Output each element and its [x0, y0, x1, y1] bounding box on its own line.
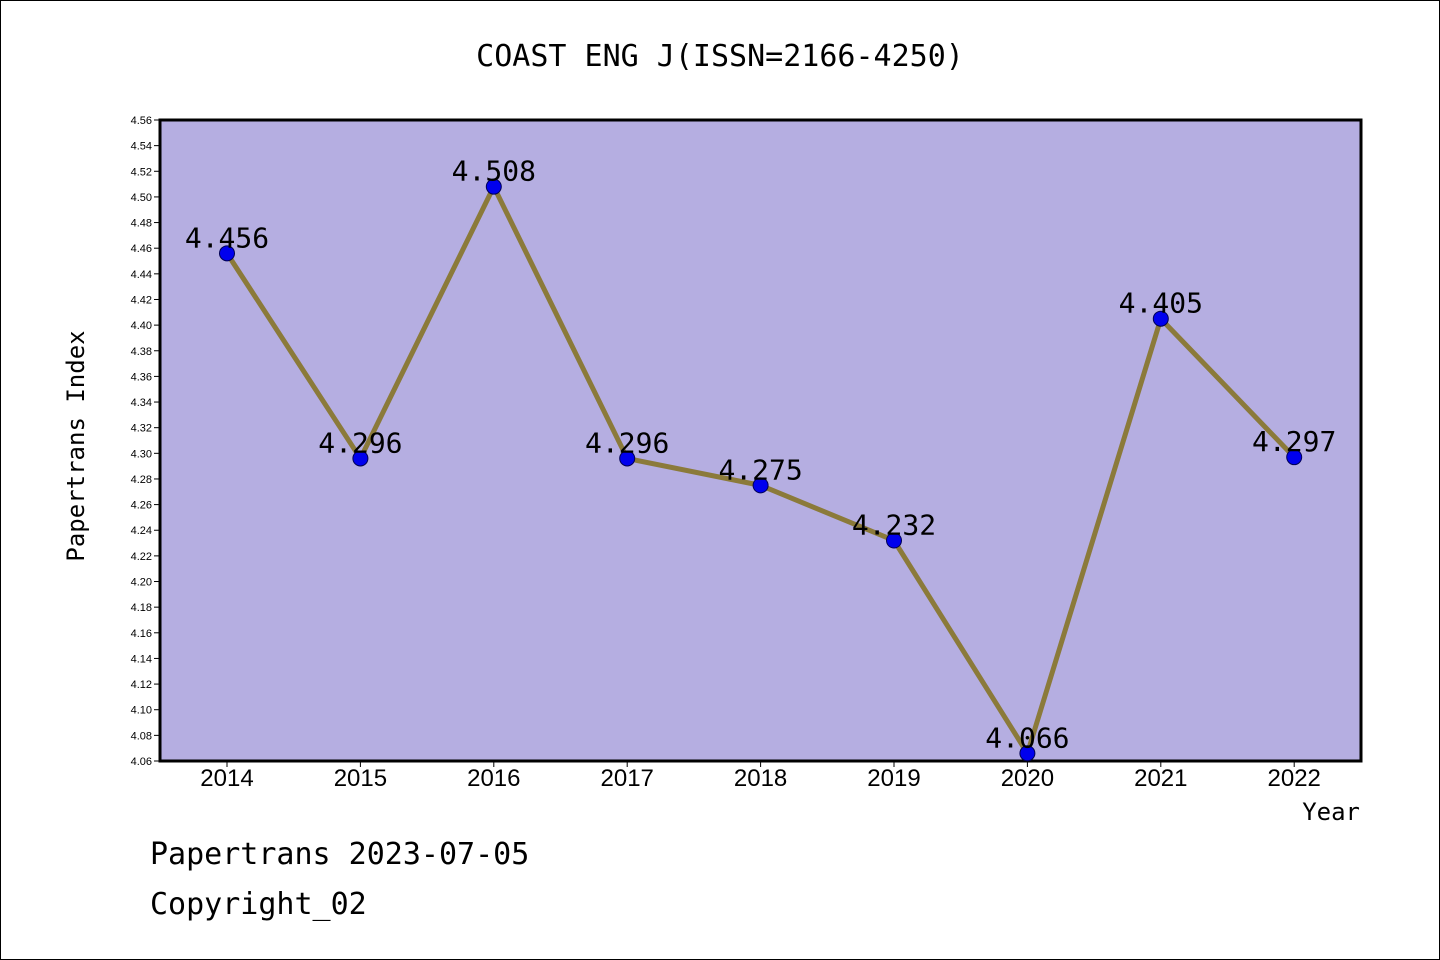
data-point [485, 178, 502, 195]
series-group [219, 178, 1303, 762]
x-tick-label: 2014 [200, 765, 253, 792]
y-tick-label: 4.50 [131, 192, 152, 204]
data-label: 4.296 [318, 426, 402, 459]
y-tick-label: 4.46 [131, 243, 152, 255]
data-label: 4.296 [585, 426, 669, 459]
y-tick-label: 4.54 [131, 141, 152, 153]
y-tick-label: 4.30 [131, 448, 152, 460]
y-tick-label: 4.38 [131, 346, 152, 358]
data-point [1286, 449, 1303, 466]
y-tick-label: 4.42 [131, 294, 152, 306]
y-tick-label: 4.22 [131, 551, 152, 563]
y-tick-label: 4.34 [131, 397, 152, 409]
y-tick-label: 4.32 [131, 423, 152, 435]
y-tick-label: 4.18 [131, 602, 152, 614]
y-tick-label: 4.56 [131, 115, 152, 127]
y-tick-label: 4.48 [131, 218, 152, 230]
plot-area [158, 118, 1363, 763]
data-point [1019, 745, 1036, 762]
data-label: 4.405 [1119, 287, 1203, 320]
x-tick-label: 2020 [1001, 765, 1054, 792]
data-label: 4.297 [1252, 425, 1336, 458]
x-tick-label: 2017 [601, 765, 654, 792]
y-tick-label: 4.08 [131, 730, 152, 742]
y-tick-label: 4.12 [131, 679, 152, 691]
y-tick-label: 4.28 [131, 474, 152, 486]
x-tick-label: 2018 [734, 765, 787, 792]
y-tick-label: 4.40 [131, 320, 152, 332]
y-tick-label: 4.24 [131, 525, 152, 537]
x-tick-label: 2022 [1268, 765, 1321, 792]
y-tick-label: 4.26 [131, 500, 152, 512]
y-tick-label: 4.16 [131, 628, 152, 640]
data-point [1152, 310, 1169, 327]
footer-copyright: Copyright_02 [150, 887, 367, 922]
x-tick-label: 2016 [467, 765, 520, 792]
data-label: 4.508 [452, 155, 536, 188]
data-point [752, 477, 769, 494]
x-tick-label: 2021 [1134, 765, 1187, 792]
data-labels: 4.456 4.296 4.508 4.296 4.275 4.232 4.066 4.405… [185, 155, 1336, 755]
data-label: 4.066 [985, 721, 1069, 754]
y-tick-label: 4.36 [131, 371, 152, 383]
y-tick-label: 4.52 [131, 166, 152, 178]
x-tick-label: 2015 [334, 765, 387, 792]
data-point [352, 450, 369, 467]
data-label: 4.456 [185, 221, 269, 254]
x-tick-label: 2019 [867, 765, 920, 792]
y-axis: 4.06 4.08 4.10 4.12 4.14 4.16 4.18 4.20 4.22 4.24… [131, 115, 160, 768]
y-axis-label: Papertrans Index [62, 330, 90, 561]
footer-date: Papertrans 2023-07-05 [150, 837, 529, 872]
y-tick-label: 4.06 [131, 756, 152, 768]
x-axis: 2014 2015 2016 2017 2018 2019 2020 2021 2022 [200, 761, 1321, 792]
data-point [619, 450, 636, 467]
chart-title: COAST ENG J(ISSN=2166-4250) [476, 39, 964, 74]
data-label: 4.232 [852, 508, 936, 541]
data-point [219, 245, 235, 262]
y-tick-label: 4.44 [131, 269, 152, 281]
y-tick-label: 4.14 [131, 653, 152, 665]
data-label: 4.275 [718, 453, 802, 486]
data-point [886, 532, 902, 549]
x-axis-label: Year [1302, 798, 1360, 826]
y-tick-label: 4.10 [131, 705, 152, 717]
y-tick-label: 4.20 [131, 577, 152, 589]
